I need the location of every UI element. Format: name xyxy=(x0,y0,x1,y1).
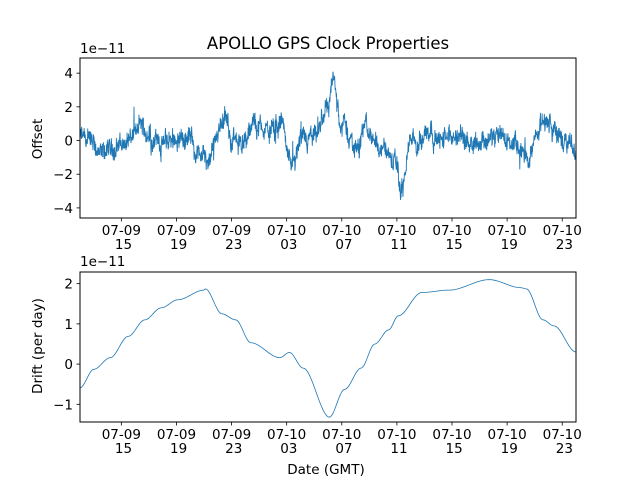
x-tick-label-hour: 23 xyxy=(551,441,572,457)
x-tick-label-hour: 15 xyxy=(111,237,132,253)
x-tick-label-date: 07-10 xyxy=(432,223,471,239)
axes-frame xyxy=(79,271,577,423)
x-tick-label-hour: 15 xyxy=(111,441,132,457)
x-tick-label-hour: 07 xyxy=(331,441,352,457)
y-tick-label: −1 xyxy=(53,397,73,413)
x-tick-label-date: 07-09 xyxy=(102,427,141,443)
drift-scale-label: 1e−11 xyxy=(80,254,125,270)
x-tick-label-date: 07-09 xyxy=(157,223,196,239)
x-tick-label-date: 07-10 xyxy=(322,427,361,443)
x-tick-label: 07-10 19 xyxy=(487,223,526,253)
x-tick-label: 07-10 03 xyxy=(267,223,306,253)
x-tick-label-hour: 19 xyxy=(496,441,517,457)
x-tick-label-hour: 19 xyxy=(496,237,517,253)
x-tick-label-date: 07-10 xyxy=(267,223,306,239)
y-tick-label: 0 xyxy=(64,357,73,373)
x-tick-label: 07-10 15 xyxy=(432,223,471,253)
x-tick-label-hour: 11 xyxy=(386,441,407,457)
x-tick-label-hour: 19 xyxy=(166,441,187,457)
axes-frame xyxy=(79,57,577,219)
x-tick-label-hour: 03 xyxy=(276,441,297,457)
x-tick-label-date: 07-10 xyxy=(487,427,526,443)
x-tick-label: 07-09 15 xyxy=(102,427,141,457)
chart-title: APOLLO GPS Clock Properties xyxy=(207,34,449,53)
x-tick-label: 07-10 03 xyxy=(267,427,306,457)
x-tick-label: 07-09 23 xyxy=(212,223,251,253)
x-tick-label-hour: 23 xyxy=(221,441,242,457)
x-tick-label: 07-10 07 xyxy=(322,427,361,457)
x-axis-label: Date (GMT) xyxy=(287,462,364,478)
x-tick-label: 07-09 23 xyxy=(212,427,251,457)
x-tick-label-hour: 23 xyxy=(221,237,242,253)
x-tick-label: 07-10 07 xyxy=(322,223,361,253)
x-tick-label: 07-10 23 xyxy=(543,427,582,457)
x-tick-label-hour: 03 xyxy=(276,237,297,253)
x-tick-label-date: 07-10 xyxy=(267,427,306,443)
x-tick-label-date: 07-10 xyxy=(543,427,582,443)
x-tick-label: 07-10 15 xyxy=(432,427,471,457)
x-tick-label-hour: 15 xyxy=(441,441,462,457)
x-tick-label: 07-10 11 xyxy=(377,427,416,457)
y-tick-label: 0 xyxy=(64,134,73,150)
drift-y-axis-label: Drift (per day) xyxy=(30,298,46,394)
offset-series-line xyxy=(80,71,576,201)
x-tick-label-date: 07-10 xyxy=(543,223,582,239)
x-tick-label-date: 07-09 xyxy=(157,427,196,443)
y-tick-label: 2 xyxy=(64,100,73,116)
x-tick-label-hour: 11 xyxy=(386,237,407,253)
drift-series-line xyxy=(80,279,576,418)
x-tick-label: 07-09 19 xyxy=(157,223,196,253)
x-tick-label-hour: 07 xyxy=(331,237,352,253)
x-tick-label-date: 07-10 xyxy=(377,223,416,239)
x-tick-label-date: 07-10 xyxy=(487,223,526,239)
x-tick-label-date: 07-10 xyxy=(377,427,416,443)
x-tick-label-date: 07-09 xyxy=(212,223,251,239)
x-tick-label: 07-09 15 xyxy=(102,223,141,253)
x-tick-label-date: 07-10 xyxy=(432,427,471,443)
offset-scale-label: 1e−11 xyxy=(80,41,125,57)
x-tick-label: 07-10 23 xyxy=(543,223,582,253)
x-tick-label-hour: 15 xyxy=(441,237,462,253)
y-tick-label: −4 xyxy=(53,201,73,217)
y-tick-label: −2 xyxy=(53,167,73,183)
x-tick-label-date: 07-09 xyxy=(212,427,251,443)
x-tick-label: 07-10 19 xyxy=(487,427,526,457)
offset-y-axis-label: Offset xyxy=(30,119,46,160)
y-tick-label: 1 xyxy=(64,317,73,333)
x-tick-label-hour: 23 xyxy=(551,237,572,253)
x-tick-label-date: 07-10 xyxy=(322,223,361,239)
x-tick-label-hour: 19 xyxy=(166,237,187,253)
y-tick-label: 2 xyxy=(64,277,73,293)
x-tick-label: 07-09 19 xyxy=(157,427,196,457)
x-tick-label-date: 07-09 xyxy=(102,223,141,239)
y-tick-label: 4 xyxy=(64,66,73,82)
x-tick-label: 07-10 11 xyxy=(377,223,416,253)
